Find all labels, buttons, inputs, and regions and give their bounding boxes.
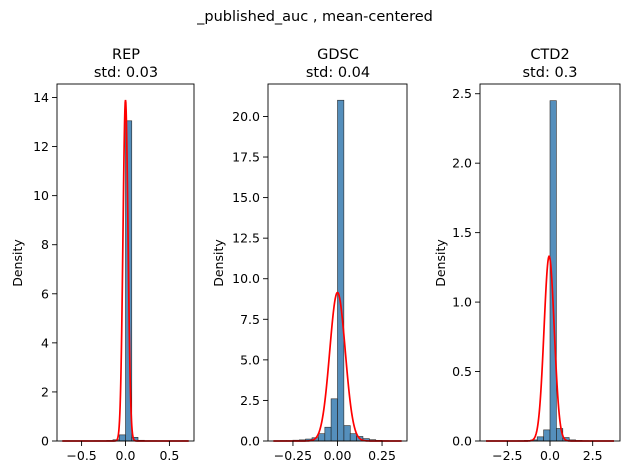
y-tick-label: 12	[33, 139, 49, 154]
x-axis-ticks: −2.5 0.0 2.5	[492, 441, 603, 463]
subplot-ctd2: CTD2 std: 0.3 Density −2.5 0.0 2.5 0.0 0.5 1…	[433, 47, 621, 463]
histogram-bar-11	[343, 425, 351, 442]
histogram-bars	[517, 100, 589, 442]
y-axis-label: Density	[433, 239, 448, 287]
figure-suptitle: _published_auc , mean-centered	[196, 9, 433, 25]
histogram-bar-12	[349, 433, 357, 442]
y-tick-label: 6	[41, 286, 49, 301]
x-tick-label: −2.5	[492, 448, 522, 463]
y-tick-label: 1.5	[452, 225, 472, 240]
y-tick-label: 10	[33, 188, 49, 203]
y-tick-label: 15.0	[232, 190, 260, 205]
y-axis-label: Density	[10, 239, 25, 287]
x-axis-ticks: −0.5 0.0 0.5	[66, 441, 179, 463]
histogram-bar-9	[118, 434, 126, 442]
subplot-title-line-1: REP	[112, 47, 140, 63]
histogram-bar-9	[543, 429, 551, 442]
x-tick-label: 0.0	[116, 448, 136, 463]
y-tick-label: 0.5	[452, 364, 472, 379]
y-tick-label: 14	[33, 90, 49, 105]
subplot-title-line-2: std: 0.3	[523, 65, 578, 81]
histogram-bar-7	[318, 433, 326, 442]
y-tick-label: 8	[41, 237, 49, 252]
y-tick-label: 0.0	[240, 434, 260, 449]
x-tick-label: 0.0	[540, 448, 560, 463]
y-tick-label: 2	[41, 384, 49, 399]
y-tick-label: 5.0	[240, 352, 260, 367]
y-axis-ticks: 0.0 0.5 1.0 1.5 2.0 2.5	[452, 86, 480, 449]
y-tick-label: 7.5	[240, 312, 260, 327]
y-axis-ticks: 0 2 4 6 8 10 12 14	[33, 90, 57, 449]
subplot-gdsc: GDSC std: 0.04 Density −0.25 0.00 0.25 0.0…	[211, 47, 408, 463]
histogram-bar-8	[324, 426, 332, 442]
y-tick-label: 2.5	[240, 393, 260, 408]
subplot-title-line-2: std: 0.04	[306, 65, 370, 81]
histogram-bars	[62, 120, 189, 442]
x-tick-label: −0.5	[66, 448, 96, 463]
subplot-title-line-1: GDSC	[317, 47, 359, 63]
y-tick-label: 2.0	[452, 156, 472, 171]
x-tick-label: 0.00	[324, 448, 352, 463]
plot-frame	[267, 83, 408, 442]
histogram-bars	[279, 99, 402, 442]
y-tick-label: 20.0	[232, 109, 260, 124]
y-tick-label: 12.5	[232, 231, 260, 246]
y-axis-label: Density	[211, 239, 226, 287]
x-tick-label: 2.5	[583, 448, 603, 463]
subplot-title-line-1: CTD2	[530, 47, 569, 63]
x-tick-label: −0.25	[274, 448, 312, 463]
y-tick-label: 4	[41, 335, 49, 350]
y-tick-label: 1.0	[452, 295, 472, 310]
subplot-title-line-2: std: 0.03	[94, 65, 158, 81]
y-tick-label: 0	[41, 434, 49, 449]
y-tick-label: 17.5	[232, 150, 260, 165]
y-tick-label: 2.5	[452, 86, 472, 101]
y-axis-ticks: 0.0 2.5 5.0 7.5 10.0 12.5 15.0 17.5 20.0	[232, 109, 268, 449]
histogram-bar-10	[337, 99, 345, 442]
x-tick-label: 0.25	[368, 448, 396, 463]
subplot-rep: REP std: 0.03 Density −0.5 0.0 0.5 0 2 4 6 8 10…	[10, 47, 195, 463]
histogram-bar-9	[330, 398, 338, 442]
histogram-bar-8	[536, 436, 544, 442]
y-tick-label: 0.0	[452, 434, 472, 449]
plot-frame	[479, 83, 621, 442]
x-axis-ticks: −0.25 0.00 0.25	[274, 441, 396, 463]
plot-frame	[56, 83, 195, 442]
x-tick-label: 0.5	[159, 448, 179, 463]
y-tick-label: 10.0	[232, 271, 260, 286]
